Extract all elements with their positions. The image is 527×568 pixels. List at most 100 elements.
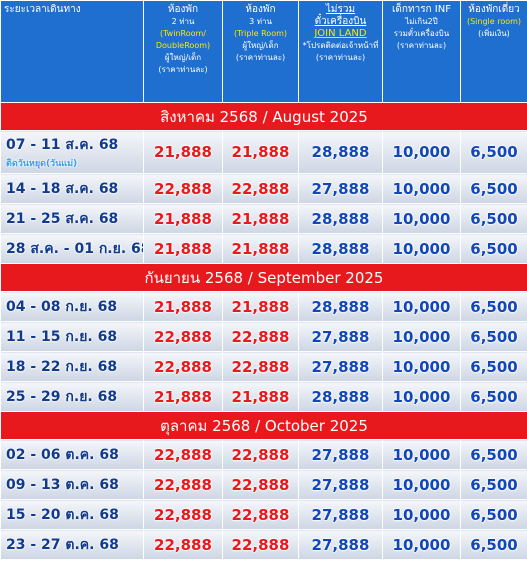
- price: 22,888: [222, 439, 299, 470]
- price: 22,888: [143, 469, 223, 500]
- dates: 07 - 11 ส.ค. 68: [6, 137, 119, 153]
- header-line: (TwinRoom/: [160, 29, 206, 38]
- section-title: กันยายน 2568 / September 2025: [0, 263, 527, 292]
- dates: 21 - 25 ส.ค. 68: [6, 210, 119, 227]
- price: 28,888: [298, 381, 383, 412]
- date-cell: 02 - 06 ต.ค. 68: [0, 439, 144, 470]
- price: 27,888: [298, 351, 383, 382]
- date-row: 09 - 13 ต.ค. 68 22,888 22,888 27,888 10,000 6…: [0, 469, 527, 500]
- date-cell: 23 - 27 ต.ค. 68: [0, 529, 144, 560]
- header-line: รวมตั๋วเครื่องบิน: [393, 29, 450, 38]
- header-line: JOIN LAND: [314, 28, 367, 39]
- header-line: ผู้ใหญ่/เด็ก: [164, 53, 202, 62]
- price: 6,500: [460, 499, 527, 530]
- note: ติดวันหยุด(วันแม่): [6, 159, 78, 169]
- price: 22,888: [143, 351, 223, 382]
- price: 6,500: [460, 173, 527, 204]
- dates: 18 - 22 ก.ย. 68: [6, 358, 118, 375]
- price: 21,888: [222, 130, 299, 174]
- header-line: ห้องพัก: [167, 4, 199, 15]
- price: 28,888: [298, 130, 383, 174]
- price: 6,500: [460, 469, 527, 500]
- price: 28,888: [298, 291, 383, 322]
- dates: 04 - 08 ก.ย. 68: [6, 298, 118, 315]
- header-cell: ห้องพักเดี่ยว (Single room) (เพิ่มเงิน): [460, 0, 527, 103]
- price: 10,000: [382, 351, 461, 382]
- price: 10,000: [382, 529, 461, 560]
- header-row: ระยะเวลาเดินทาง ห้องพัก 2 ท่าน (TwinRoom/Do…: [0, 0, 527, 103]
- date-cell: 21 - 25 ส.ค. 68: [0, 203, 144, 234]
- date-row: 07 - 11 ส.ค. 68 ติดวันหยุด(วันแม่) 21,888 2…: [0, 130, 527, 174]
- dates: 23 - 27 ต.ค. 68: [6, 536, 119, 553]
- header-line: ระยะเวลาเดินทาง: [4, 4, 81, 15]
- header-cell: ไม่รวม ตั๋วเครื่องบิน JOIN LAND *โปรดติดต่อ…: [298, 0, 383, 103]
- header-line: ไม่รวม: [325, 4, 356, 15]
- price: 21,888: [143, 130, 223, 174]
- price: 10,000: [382, 173, 461, 204]
- price: 22,888: [143, 439, 223, 470]
- date-row: 14 - 18 ส.ค. 68 22,888 22,888 27,888 10,000 6…: [0, 173, 527, 204]
- date-row: 02 - 06 ต.ค. 68 22,888 22,888 27,888 10,000 6…: [0, 439, 527, 470]
- price: 21,888: [143, 203, 223, 234]
- price: 10,000: [382, 233, 461, 264]
- price: 22,888: [222, 321, 299, 352]
- price: 22,888: [222, 173, 299, 204]
- section-title: ตุลาคม 2568 / October 2025: [0, 411, 527, 440]
- date-cell: 04 - 08 ก.ย. 68: [0, 291, 144, 322]
- header-line: ห้องพัก: [245, 4, 276, 15]
- price: 10,000: [382, 203, 461, 234]
- price: 21,888: [222, 381, 299, 412]
- price: 22,888: [143, 321, 223, 352]
- price: 10,000: [382, 439, 461, 470]
- price: 28,888: [298, 203, 383, 234]
- price: 6,500: [460, 529, 527, 560]
- price: 22,888: [222, 529, 299, 560]
- header-line: DoubleRoom): [155, 41, 211, 50]
- header-line: 3 ท่าน: [249, 17, 272, 26]
- dates: 02 - 06 ต.ค. 68: [6, 446, 119, 463]
- price: 10,000: [382, 381, 461, 412]
- date-row: 04 - 08 ก.ย. 68 21,888 21,888 28,888 10,000 6…: [0, 291, 527, 322]
- price: 22,888: [143, 173, 223, 204]
- price: 27,888: [298, 529, 383, 560]
- header-line: (ราคาท่านละ): [235, 53, 286, 62]
- price: 21,888: [222, 291, 299, 322]
- date-cell: 25 - 29 ก.ย. 68: [0, 381, 144, 412]
- price: 22,888: [222, 469, 299, 500]
- price: 6,500: [460, 439, 527, 470]
- date-cell: 07 - 11 ส.ค. 68 ติดวันหยุด(วันแม่): [0, 130, 144, 174]
- price: 22,888: [143, 499, 223, 530]
- dates: 09 - 13 ต.ค. 68: [6, 476, 119, 493]
- price: 6,500: [460, 233, 527, 264]
- price: 6,500: [460, 291, 527, 322]
- header-line: ตั๋วเครื่องบิน: [314, 16, 367, 27]
- header-cell: ห้องพัก 2 ท่าน (TwinRoom/DoubleRoom) ผู้ใหญ…: [143, 0, 223, 103]
- price: 6,500: [460, 203, 527, 234]
- price: 10,000: [382, 499, 461, 530]
- price: 10,000: [382, 291, 461, 322]
- price: 22,888: [222, 499, 299, 530]
- date-cell: 09 - 13 ต.ค. 68: [0, 469, 144, 500]
- header-cell: ระยะเวลาเดินทาง: [0, 0, 144, 103]
- header-line: ไม่เกิน2ปี: [405, 17, 438, 26]
- date-cell: 18 - 22 ก.ย. 68: [0, 351, 144, 382]
- date-row: 21 - 25 ส.ค. 68 21,888 21,888 28,888 10,000 6…: [0, 203, 527, 234]
- date-cell: 15 - 20 ต.ค. 68: [0, 499, 144, 530]
- price: 21,888: [143, 291, 223, 322]
- header-line: (ราคาท่านละ): [315, 53, 366, 62]
- price: 6,500: [460, 381, 527, 412]
- date-cell: 14 - 18 ส.ค. 68: [0, 173, 144, 204]
- price: 6,500: [460, 321, 527, 352]
- dates: 15 - 20 ต.ค. 68: [6, 506, 119, 523]
- header-line: (ราคาท่านละ): [158, 65, 208, 74]
- price: 6,500: [460, 130, 527, 174]
- date-row: 23 - 27 ต.ค. 68 22,888 22,888 27,888 10,000 6…: [0, 529, 527, 560]
- price: 27,888: [298, 439, 383, 470]
- section-title: สิงหาคม 2568 / August 2025: [0, 102, 527, 131]
- price: 10,000: [382, 130, 461, 174]
- dates: 14 - 18 ส.ค. 68: [6, 180, 119, 197]
- dates: 25 - 29 ก.ย. 68: [6, 388, 118, 405]
- section-row: สิงหาคม 2568 / August 2025: [0, 102, 527, 131]
- header-line: (Triple Room): [233, 29, 287, 38]
- date-cell: 11 - 15 ก.ย. 68: [0, 321, 144, 352]
